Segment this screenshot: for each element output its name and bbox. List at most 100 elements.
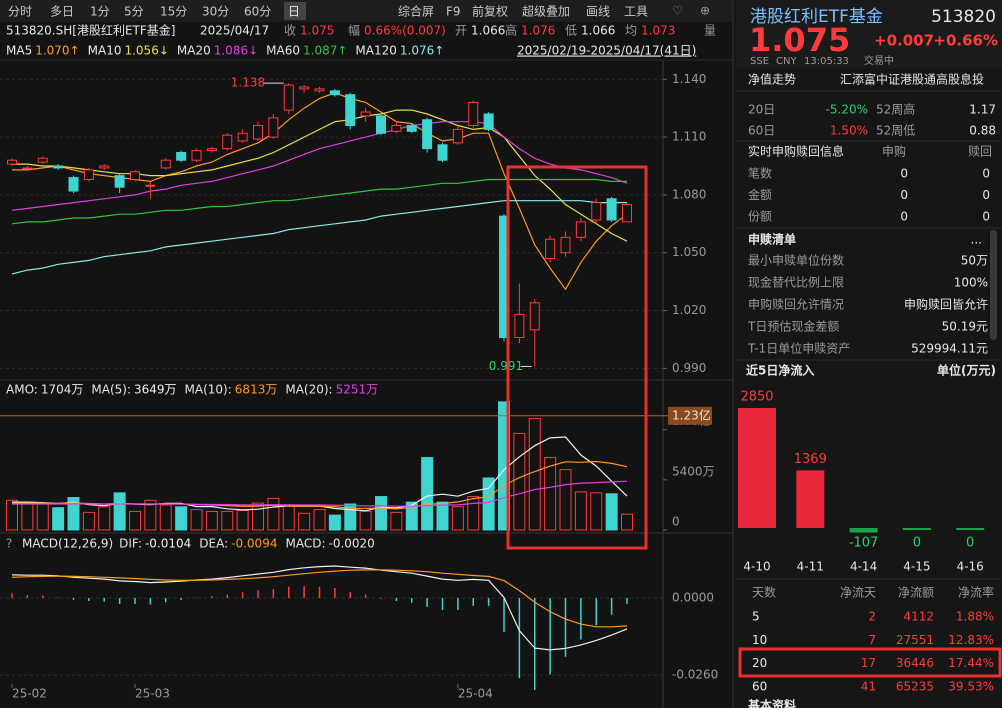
y-tick-label: 0.990 (672, 361, 706, 375)
value: 0 (900, 188, 908, 202)
table-cell: 17 (861, 656, 876, 670)
candle-body (529, 302, 540, 331)
flow-bar (738, 408, 776, 528)
candle-body (7, 159, 17, 165)
candle-body (268, 117, 279, 138)
table-cell: 12.83% (948, 633, 994, 647)
more-icon[interactable]: ⊕ (700, 4, 710, 18)
label: T日预估现金差额 (747, 319, 839, 334)
candle-body (176, 152, 187, 161)
y-tick-label: -0.0260 (672, 668, 718, 682)
ma-line (11, 200, 627, 275)
candle-body (253, 125, 263, 140)
quote-date: 2025/04/17 (200, 24, 269, 38)
table-cell: 10 (752, 633, 767, 647)
legend-value: 6813万 (235, 383, 278, 397)
volume-bar (344, 503, 357, 531)
volume-bar (298, 512, 311, 531)
x-tick-label: 25-03 (135, 687, 170, 701)
period-tab[interactable]: 15分 (160, 5, 187, 19)
value: -5.20% (826, 103, 868, 117)
volume-bar (405, 501, 418, 531)
y-tick-label: 1.140 (672, 72, 706, 86)
help-icon[interactable]: ? (6, 537, 12, 551)
volume-bar (6, 499, 18, 531)
legend-name: MACD: (285, 537, 325, 551)
period-tab[interactable]: 分时 (8, 5, 32, 19)
more[interactable]: ... (971, 233, 982, 247)
macd-line (11, 569, 628, 628)
x-tick-label: 25-04 (458, 687, 493, 701)
tool-button[interactable]: 画线 (586, 5, 610, 19)
legend-value: -0.0020 (328, 537, 374, 551)
value: 1.17 (969, 103, 996, 117)
value: 0 (982, 188, 990, 202)
fav-icon[interactable]: ♡ (672, 4, 683, 18)
x-tick-label: 4-14 (850, 560, 877, 574)
value: 申购赎回皆允许 (904, 297, 988, 312)
marker-box (668, 406, 712, 425)
period-tab[interactable]: 5分 (124, 5, 144, 19)
period-tab[interactable]: 多日 (50, 5, 74, 19)
x-tick-label: 4-15 (903, 560, 930, 574)
volume-bar (282, 505, 295, 531)
y-tick-label: 1.020 (672, 303, 706, 317)
volume-bar (436, 501, 449, 531)
table-cell: 1.88% (956, 610, 994, 624)
section-title: 近5日净流入 (746, 363, 814, 378)
volume-bar (528, 418, 541, 531)
macd-title: MACD(12,26,9) (22, 537, 113, 551)
flow-bar (902, 528, 931, 530)
period-tab[interactable]: 日 (288, 5, 300, 19)
flow-label: 2850 (740, 390, 773, 405)
legend-name: MA(20): (285, 383, 332, 397)
candle-body (114, 175, 125, 188)
status: SSE (750, 56, 769, 67)
tab[interactable]: 净值走势 (748, 72, 796, 87)
status: 13:05:33 (804, 56, 849, 67)
volume-bar (205, 510, 218, 531)
tool-button[interactable]: F9 (446, 5, 461, 19)
value: 100% (954, 276, 988, 290)
table-cell: 2 (868, 610, 876, 624)
active-period[interactable] (284, 2, 306, 20)
price: 1.075 (749, 21, 850, 59)
volume-bar (36, 503, 49, 531)
legend-name: DEA: (199, 537, 228, 551)
period-tab[interactable]: 1分 (90, 5, 110, 19)
tool-button[interactable]: 工具 (624, 5, 648, 19)
tool-button[interactable]: 超级叠加 (522, 4, 570, 19)
volume-bar (21, 501, 34, 531)
scrollbar[interactable] (990, 230, 997, 340)
label: 金额 (748, 187, 772, 202)
volume-ma-line (12, 480, 628, 507)
marker-label: 1.23亿 (672, 407, 711, 422)
tool-button[interactable]: 前复权 (472, 4, 508, 19)
change-pct: +0.66% (933, 32, 998, 50)
period-tab[interactable]: 30分 (202, 5, 229, 19)
legend-name: MA(5): (91, 383, 131, 397)
volume-bar (482, 477, 495, 531)
candle-body (468, 101, 479, 127)
volume-bar (375, 496, 387, 531)
candle-body (575, 221, 586, 238)
table-cell: 27551 (896, 633, 934, 647)
label: T-1日单位申赎资产 (747, 341, 850, 356)
quote-change: 0.66%(0.007) (364, 24, 446, 38)
volume-bar (52, 507, 65, 531)
candle-body (437, 144, 448, 161)
candle-body (191, 150, 202, 161)
value: 0 (900, 167, 908, 181)
label: 最小申赎单位份数 (748, 253, 844, 268)
flow-label: 0 (913, 536, 921, 551)
x-tick-label: 4-11 (797, 560, 824, 574)
volume-bar (513, 432, 526, 531)
tab[interactable]: 汇添富中证港股通高股息投 (840, 72, 984, 87)
date-range: 2025/02/19-2025/04/17(41日) (517, 44, 696, 58)
period-tab[interactable]: 60分 (244, 5, 271, 19)
tool-button[interactable]: 综合屏 (398, 4, 434, 19)
flow-label: -107 (849, 536, 879, 551)
change: +0.007 (874, 32, 934, 50)
